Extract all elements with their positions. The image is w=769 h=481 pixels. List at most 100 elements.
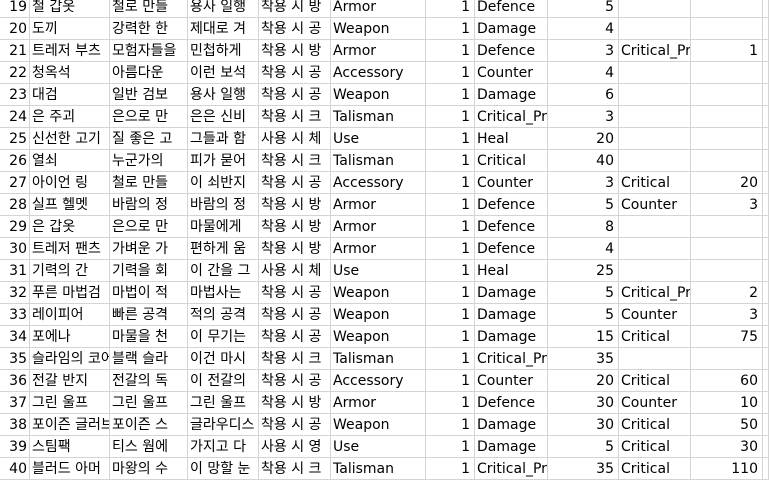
cell[interactable]: [763, 106, 769, 128]
cell[interactable]: 5: [548, 304, 619, 326]
cell[interactable]: 1: [426, 0, 475, 18]
cell[interactable]: Heal: [475, 128, 548, 150]
cell[interactable]: Critical: [619, 436, 691, 458]
cell[interactable]: 5: [548, 436, 619, 458]
cell[interactable]: 열쇠: [30, 150, 110, 172]
cell[interactable]: 착용 시 크: [259, 106, 331, 128]
cell[interactable]: [763, 216, 769, 238]
cell[interactable]: 착용 시 방: [259, 40, 331, 62]
cell[interactable]: Armor: [331, 392, 426, 414]
cell[interactable]: 35: [548, 458, 619, 480]
row-header[interactable]: 32: [0, 282, 30, 304]
cell[interactable]: Damage: [475, 18, 548, 40]
cell[interactable]: 3: [548, 106, 619, 128]
cell[interactable]: Weapon: [331, 326, 426, 348]
cell[interactable]: 착용 시 방: [259, 0, 331, 18]
cell[interactable]: 5: [548, 0, 619, 18]
cell[interactable]: [763, 260, 769, 282]
cell[interactable]: Armor: [331, 0, 426, 18]
cell[interactable]: 푸른 마법검: [30, 282, 110, 304]
cell[interactable]: 1: [426, 370, 475, 392]
cell[interactable]: Use: [331, 260, 426, 282]
cell[interactable]: 착용 시 공: [259, 326, 331, 348]
cell[interactable]: Defence: [475, 0, 548, 18]
cell[interactable]: 1: [426, 150, 475, 172]
cell[interactable]: Weapon: [331, 84, 426, 106]
cell[interactable]: 사용 시 체: [259, 128, 331, 150]
cell[interactable]: [619, 128, 691, 150]
cell[interactable]: Defence: [475, 40, 548, 62]
cell[interactable]: [619, 348, 691, 370]
cell[interactable]: 질 좋은 고: [110, 128, 188, 150]
cell[interactable]: Critical_Pr: [619, 40, 691, 62]
cell[interactable]: 착용 시 공: [259, 370, 331, 392]
cell[interactable]: Critical: [619, 326, 691, 348]
cell[interactable]: Critical_Pr: [475, 348, 548, 370]
cell[interactable]: 트레저 팬츠: [30, 238, 110, 260]
cell[interactable]: Critical_Pr: [475, 106, 548, 128]
cell[interactable]: 1: [426, 282, 475, 304]
cell[interactable]: Use: [331, 128, 426, 150]
cell[interactable]: 3: [691, 194, 763, 216]
cell[interactable]: 1: [691, 40, 763, 62]
cell[interactable]: 1: [426, 304, 475, 326]
cell[interactable]: [691, 84, 763, 106]
cell[interactable]: [619, 18, 691, 40]
cell[interactable]: 1: [426, 238, 475, 260]
cell[interactable]: 1: [426, 172, 475, 194]
cell[interactable]: Critical_Pr: [475, 458, 548, 480]
cell[interactable]: 30: [691, 436, 763, 458]
cell[interactable]: 포이즌 스: [110, 414, 188, 436]
cell[interactable]: [691, 62, 763, 84]
cell[interactable]: Critical: [619, 370, 691, 392]
row-header[interactable]: 35: [0, 348, 30, 370]
cell[interactable]: 전갈의 독: [110, 370, 188, 392]
cell[interactable]: 기력을 회: [110, 260, 188, 282]
cell[interactable]: Counter: [475, 62, 548, 84]
cell[interactable]: 8: [548, 216, 619, 238]
row-header[interactable]: 34: [0, 326, 30, 348]
cell[interactable]: 바람의 정: [188, 194, 259, 216]
cell[interactable]: [763, 128, 769, 150]
cell[interactable]: 스팀팩: [30, 436, 110, 458]
cell[interactable]: [763, 370, 769, 392]
cell[interactable]: 신선한 고기: [30, 128, 110, 150]
cell[interactable]: Heal: [475, 260, 548, 282]
row-header[interactable]: 20: [0, 18, 30, 40]
cell[interactable]: Armor: [331, 194, 426, 216]
row-header[interactable]: 24: [0, 106, 30, 128]
cell[interactable]: [619, 216, 691, 238]
row-header[interactable]: 21: [0, 40, 30, 62]
cell[interactable]: 착용 시 방: [259, 238, 331, 260]
cell[interactable]: [763, 194, 769, 216]
row-header[interactable]: 30: [0, 238, 30, 260]
cell[interactable]: [763, 282, 769, 304]
cell[interactable]: Critical_Pr: [619, 282, 691, 304]
cell[interactable]: 이건 마시: [188, 348, 259, 370]
cell[interactable]: 아이언 링: [30, 172, 110, 194]
cell[interactable]: 착용 시 방: [259, 392, 331, 414]
cell[interactable]: 마물을 천: [110, 326, 188, 348]
cell[interactable]: [691, 238, 763, 260]
cell[interactable]: Defence: [475, 392, 548, 414]
cell[interactable]: [763, 62, 769, 84]
cell[interactable]: 1: [426, 260, 475, 282]
cell[interactable]: [763, 326, 769, 348]
row-header[interactable]: 36: [0, 370, 30, 392]
cell[interactable]: 철로 만들: [110, 0, 188, 18]
cell[interactable]: 트레저 부츠: [30, 40, 110, 62]
row-header[interactable]: 40: [0, 458, 30, 480]
cell[interactable]: 1: [426, 436, 475, 458]
cell[interactable]: 피가 묻어: [188, 150, 259, 172]
cell[interactable]: [619, 106, 691, 128]
cell[interactable]: 그들과 함: [188, 128, 259, 150]
cell[interactable]: 이 전갈의: [188, 370, 259, 392]
cell[interactable]: 1: [426, 348, 475, 370]
cell[interactable]: 마물에게: [188, 216, 259, 238]
cell[interactable]: 1: [426, 18, 475, 40]
cell[interactable]: [763, 436, 769, 458]
cell[interactable]: 75: [691, 326, 763, 348]
cell[interactable]: [763, 172, 769, 194]
cell[interactable]: [763, 0, 769, 18]
cell[interactable]: 블러드 아머: [30, 458, 110, 480]
